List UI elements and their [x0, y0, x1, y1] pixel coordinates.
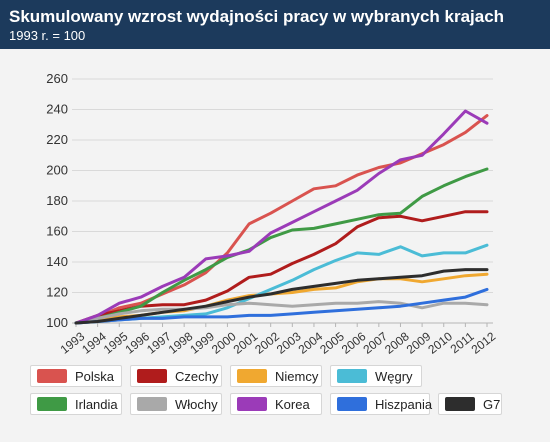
- legend-item: Węgry: [330, 365, 422, 387]
- legend-swatch: [337, 397, 367, 411]
- legend-label: Hiszpania: [375, 397, 433, 412]
- legend-swatch: [237, 397, 267, 411]
- legend-item: Irlandia: [30, 393, 122, 415]
- legend-label: Węgry: [375, 369, 413, 384]
- y-tick-label: 120: [46, 285, 68, 300]
- series-lines: [74, 109, 489, 325]
- y-tick-label: 200: [46, 163, 68, 178]
- series-line-włochy: [74, 300, 489, 325]
- series-line-czechy: [74, 210, 489, 325]
- legend-item: Korea: [230, 393, 322, 415]
- y-tick-label: 240: [46, 102, 68, 117]
- y-tick-label: 220: [46, 132, 68, 147]
- legend-label: Niemcy: [275, 369, 319, 384]
- legend-item: Polska: [30, 365, 122, 387]
- legend-label: Korea: [275, 397, 310, 412]
- series-line-korea: [74, 109, 489, 325]
- legend-item: Niemcy: [230, 365, 322, 387]
- chart-subtitle: 1993 r. = 100: [9, 28, 86, 43]
- series-line-g7: [74, 268, 489, 325]
- chart-header: Skumulowany wzrost wydajności pracy w wy…: [0, 0, 550, 49]
- gridlines: [72, 78, 493, 324]
- series-line-irlandia: [74, 167, 489, 325]
- y-tick-label: 140: [46, 254, 68, 269]
- legend-label: G7: [483, 397, 501, 412]
- x-axis-ticks: 1993199419951996199719981999200020012002…: [58, 323, 499, 357]
- legend-swatch: [445, 397, 475, 411]
- y-tick-label: 100: [46, 315, 68, 330]
- legend-swatch: [337, 369, 367, 383]
- legend-label: Czechy: [175, 369, 219, 384]
- series-line-hiszpania: [74, 287, 489, 325]
- x-tick-label: 2012: [469, 329, 499, 357]
- legend-label: Włochy: [175, 397, 218, 412]
- legend-item: Czechy: [130, 365, 222, 387]
- legend-swatch: [137, 369, 167, 383]
- legend-swatch: [37, 397, 67, 411]
- legend-item: Włochy: [130, 393, 222, 415]
- legend-swatch: [37, 369, 67, 383]
- y-axis-ticks: 100 120 140 160 180 200 220 240 260: [46, 71, 68, 330]
- y-tick-label: 260: [46, 71, 68, 86]
- legend-swatch: [137, 397, 167, 411]
- chart-legend: Polska Czechy Niemcy Węgry Irlandia Włochy Kor…: [30, 365, 530, 435]
- legend-swatch: [237, 369, 267, 383]
- legend-item: Hiszpania: [330, 393, 433, 415]
- legend-item: G7: [438, 393, 502, 415]
- chart-title: Skumulowany wzrost wydajności pracy w wy…: [9, 7, 505, 26]
- legend-label: Irlandia: [75, 397, 118, 412]
- y-tick-label: 160: [46, 224, 68, 239]
- y-tick-label: 180: [46, 193, 68, 208]
- legend-label: Polska: [75, 369, 115, 384]
